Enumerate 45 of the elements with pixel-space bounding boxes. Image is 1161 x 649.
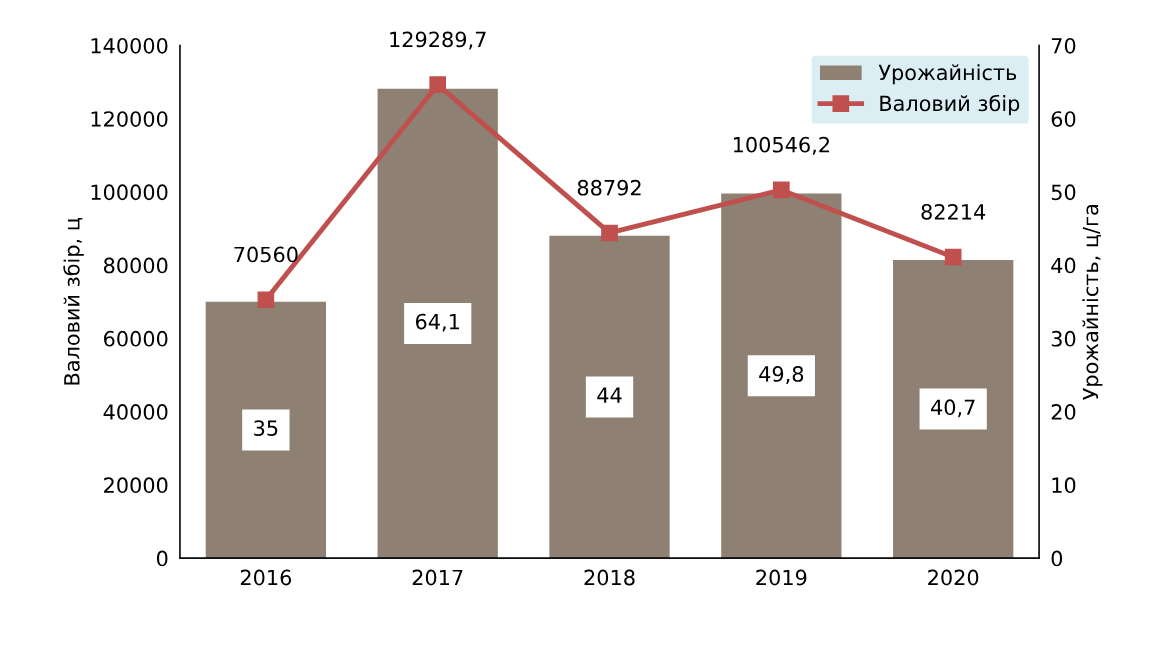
point (429, 76, 447, 93)
y2-axis-title: Урожайність, ц/га (1082, 205, 1103, 401)
x-tick-label: 2018 (584, 569, 635, 586)
y-tick-label: 80000 (103, 257, 168, 274)
y2-tick-label: 20 (1051, 404, 1076, 420)
x-tick-label: 2020 (928, 569, 979, 586)
y-tick-label: 140000 (91, 37, 168, 54)
bar (721, 193, 842, 559)
point (773, 181, 790, 199)
data-label: 129289,7 (390, 31, 486, 50)
y2-tick-label: 0 (1051, 550, 1063, 567)
bar (205, 301, 327, 559)
y-tick-label: 60000 (104, 330, 168, 347)
y2-tick-label: 10 (1052, 477, 1076, 494)
data-label: 40,7 (931, 399, 975, 418)
y2-tick-label: 30 (1051, 330, 1076, 347)
y2-tick-label: 70 (1051, 37, 1076, 54)
point (601, 224, 618, 242)
data-label: 44 (597, 387, 622, 403)
x-tick-label: 2017 (412, 569, 463, 586)
x-tick-label: 2016 (240, 569, 292, 586)
y-tick-label: 0 (156, 550, 168, 567)
y2-tick-label: 60 (1051, 111, 1076, 127)
data-label: 82214 (921, 203, 986, 220)
y-tick-label: 120000 (91, 111, 168, 127)
y-axis-title: Валовий збір, ц (63, 218, 84, 385)
data-label: 100546,2 (733, 136, 829, 155)
data-label: 49,8 (759, 366, 804, 384)
bar (377, 88, 498, 559)
y-tick-label: 100000 (91, 184, 168, 201)
data-label: 70560 (234, 246, 298, 263)
legend-label: Валовий збір (880, 94, 1020, 116)
data-label: 35 (254, 420, 278, 437)
data-label: 64,1 (415, 313, 459, 332)
bar (549, 235, 670, 559)
point (944, 248, 962, 266)
y-tick-label: 20000 (104, 477, 168, 494)
y2-tick-label: 40 (1051, 257, 1076, 274)
y-tick-label: 40000 (103, 404, 168, 420)
x-tick-label: 2019 (756, 569, 807, 586)
point (257, 291, 275, 309)
y2-tick-label: 50 (1051, 184, 1076, 201)
data-label: 88792 (577, 179, 641, 196)
legend-label: Урожайність (878, 64, 1017, 85)
bar (893, 260, 1014, 559)
